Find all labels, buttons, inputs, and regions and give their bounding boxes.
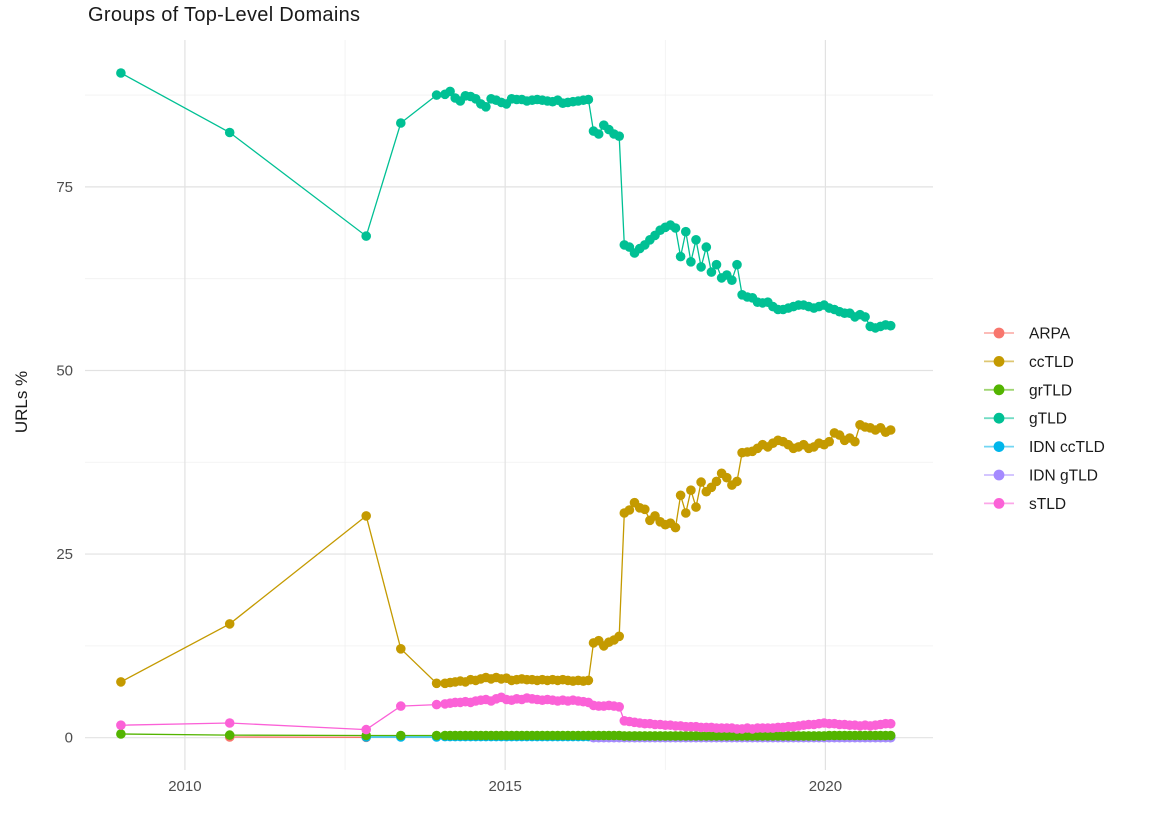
data-point-gtld [593,129,604,139]
data-point-gtld [686,257,696,267]
legend-item-idn-cctld: IDN ccTLD [984,439,1105,456]
data-point-cctld [396,644,406,654]
data-point-cctld [431,678,442,689]
data-point-cctld [583,675,594,686]
data-point-stld [361,724,372,735]
data-point-stld [614,702,624,712]
data-point-cctld [116,677,126,687]
data-point-cctld [696,477,706,487]
data-point-gtld [860,312,870,322]
data-point-gtld [701,242,712,252]
data-point-grtld [431,730,442,741]
legend-label-arpa: ARPA [1029,326,1071,343]
data-point-gtld [583,94,594,105]
data-point-cctld [670,522,681,533]
legend-key-dot-arpa [993,327,1005,339]
data-point-gtld [706,267,717,277]
data-point-cctld [640,504,650,515]
chart-title: Groups of Top-Level Domains [88,4,361,26]
data-point-cctld [722,472,732,483]
y-tick-label: 75 [56,179,73,196]
data-point-grtld [396,730,406,741]
y-tick-label: 50 [56,362,73,379]
data-point-gtld [224,127,235,138]
legend-label-stld: sTLD [1029,496,1066,513]
data-point-cctld [691,502,701,512]
data-point-cctld [675,490,686,501]
data-point-stld [885,718,896,729]
data-point-grtld [885,730,896,741]
legend-key-dot-stld [993,498,1005,509]
legend: ARPA ccTLD grTLD gTLD IDN ccTLD IDN gTLD sTLD [984,326,1105,513]
data-point-gtld [670,223,681,233]
data-point-stld [396,701,406,711]
legend-key-dot-idn-gtld [993,469,1005,481]
y-tick-label: 25 [56,546,73,563]
data-point-cctld [624,505,635,515]
data-point-cctld [824,436,834,447]
y-tick-label: 0 [65,730,73,747]
legend-key-dot-gtld [993,412,1005,424]
x-tick-label: 2015 [488,778,521,795]
data-point-cctld [614,631,624,642]
plot-panel [85,40,933,770]
legend-item-arpa: ARPA [984,326,1071,343]
data-point-gtld [691,235,701,245]
legend-item-grtld: grTLD [984,382,1072,399]
legend-item-gtld: gTLD [984,411,1067,428]
data-point-cctld [850,436,860,447]
data-point-cctld [732,476,742,487]
legend-label-idn-gtld: IDN gTLD [1029,468,1098,485]
data-point-gtld [116,68,126,78]
data-point-cctld [681,508,691,518]
data-point-stld [224,718,235,728]
data-point-gtld [614,131,624,141]
data-point-gtld [885,320,896,331]
legend-key-dot-cctld [993,356,1005,367]
x-tick-label: 2010 [168,778,201,795]
legend-label-gtld: gTLD [1029,411,1067,428]
data-point-gtld [681,226,691,237]
data-point-gtld [431,90,442,100]
data-point-cctld [885,425,896,435]
data-point-grtld [224,730,235,740]
data-point-gtld [727,275,737,286]
data-point-gtld [481,102,491,112]
data-point-gtld [732,259,742,270]
legend-item-stld: sTLD [984,496,1066,513]
data-point-cctld [686,485,696,496]
data-point-cctld [711,476,722,487]
data-point-grtld [116,729,126,739]
legend-item-idn-gtld: IDN gTLD [984,468,1098,485]
data-point-gtld [361,231,372,241]
data-point-gtld [445,86,455,97]
legend-key-dot-grtld [993,384,1005,396]
data-point-gtld [711,259,722,270]
data-point-cctld [361,511,372,521]
legend-key-dot-idn-cctld [993,441,1005,452]
legend-item-cctld: ccTLD [984,354,1074,371]
data-point-gtld [396,118,406,128]
data-point-cctld [224,619,235,629]
data-point-gtld [696,262,706,272]
data-point-stld [116,720,126,730]
x-tick-label: 2020 [809,778,842,795]
legend-label-idn-cctld: IDN ccTLD [1029,439,1105,456]
data-point-gtld [675,251,686,262]
data-point-stld [431,699,442,710]
legend-label-grtld: grTLD [1029,382,1072,399]
legend-label-cctld: ccTLD [1029,354,1074,371]
